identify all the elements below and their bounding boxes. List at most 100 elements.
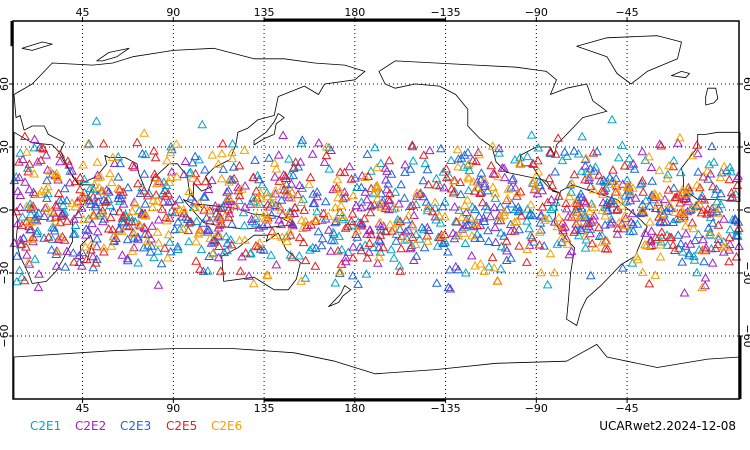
observation-triangle [202,227,213,236]
observation-triangle [553,191,564,200]
observation-triangle [578,196,589,205]
observation-triangle [202,205,213,215]
bottom-lon-label: −45 [615,402,638,415]
observation-triangle [151,178,162,188]
observation-triangle [21,242,31,251]
observation-triangle [113,151,124,161]
observation-triangle [323,225,334,234]
observation-triangle [234,235,245,244]
observation-triangle [62,246,72,255]
observation-triangle [664,160,674,170]
observation-triangle [320,213,331,223]
observation-triangle [22,250,32,259]
observation-triangle [681,228,691,238]
observation-triangle [490,193,501,202]
observation-triangle [195,264,205,273]
observation-triangle [33,208,44,217]
legend: C2E1 C2E2 C2E3 C2E5 C2E6 [30,419,242,433]
observation-triangle [62,216,72,225]
observation-triangle [298,237,309,247]
observation-triangle [730,189,741,198]
observation-triangle [375,236,386,245]
observation-triangle [79,214,89,224]
observation-triangle [407,141,418,151]
observation-triangle [650,232,661,241]
africa-outline [13,131,96,284]
observation-triangle [98,138,109,148]
observation-triangle [305,172,316,181]
observation-triangle [490,188,501,197]
observation-triangle [527,158,538,168]
observation-triangle [165,147,176,157]
observation-triangle [640,239,650,249]
observation-triangle [51,200,61,209]
observation-triangle [331,182,342,192]
observation-triangle [530,183,541,193]
observation-triangle [535,218,546,227]
observation-triangle [654,191,665,200]
observation-triangle [395,224,405,233]
observation-triangle [552,221,563,231]
observation-triangle [606,195,617,204]
observation-triangle [15,148,26,157]
observation-triangle [250,218,261,228]
observation-triangle [661,206,672,215]
observation-triangle [662,169,673,179]
observation-triangle [23,257,34,266]
observation-triangle [584,206,595,216]
observation-triangle [600,220,610,229]
observation-triangle [227,219,237,228]
observation-triangle [418,150,429,159]
observation-triangle [117,226,127,236]
observation-triangle [216,219,227,228]
observation-triangle [12,186,23,195]
observation-triangle [156,258,167,268]
observation-triangle [594,222,604,232]
observation-triangle [479,266,490,275]
observation-triangle [612,187,623,197]
observation-triangle [703,223,714,232]
observation-triangle [80,230,91,239]
observation-triangle [328,184,339,194]
observation-triangle [725,224,736,234]
observation-triangle [16,272,27,281]
observation-triangle [118,217,129,227]
observation-triangle [689,251,699,260]
observation-triangle [474,149,484,159]
observation-triangle [235,266,246,275]
observation-triangle [573,216,584,226]
observation-triangle [11,276,22,286]
observation-triangle [251,197,262,207]
observation-triangle [262,187,272,197]
observation-triangle [601,235,612,245]
observation-triangle [580,161,591,170]
observation-triangle [70,220,81,229]
observation-triangle [375,217,386,226]
observation-triangle [140,223,150,233]
observation-triangle [285,208,296,218]
observation-triangle [74,257,85,266]
observation-triangle [187,157,198,167]
observation-triangle [284,154,294,163]
observation-triangle [88,262,99,272]
observation-triangle [557,217,568,227]
observation-triangle [28,232,39,242]
observation-triangle [278,181,289,190]
observation-triangle [494,148,504,157]
observation-triangle [704,229,715,238]
observation-triangle [419,242,430,252]
observation-triangle [50,217,61,226]
observation-triangle [208,235,219,245]
observation-triangle [386,244,397,254]
observation-triangle [617,201,627,210]
observation-triangle [719,161,730,171]
observation-triangle [484,261,494,271]
right-lat-label: −30 [741,261,750,284]
observation-triangle [664,198,674,208]
observation-triangle [444,264,455,274]
observation-triangle [35,155,46,164]
observation-triangle [693,229,704,238]
observation-triangle [308,198,319,208]
observation-triangle [187,173,198,182]
observation-triangle [15,235,26,244]
